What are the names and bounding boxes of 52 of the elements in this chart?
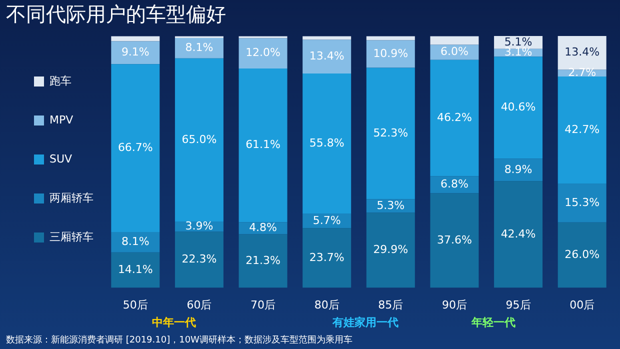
data-label: 5.7% <box>312 214 341 227</box>
data-label: 13.4% <box>309 49 344 62</box>
x-tick-label: 60后 <box>186 298 212 312</box>
data-label: 21.3% <box>246 254 281 267</box>
data-label: 37.6% <box>436 233 472 246</box>
data-label: 22.3% <box>182 252 217 266</box>
data-label: 46.2% <box>436 110 472 124</box>
x-tick-label: 70后 <box>250 298 276 312</box>
data-label: 5.3% <box>376 198 405 212</box>
chart-title: 不同代际用户的车型偏好 <box>6 2 226 26</box>
data-label: 40.6% <box>500 100 536 114</box>
data-label: 61.1% <box>246 138 281 152</box>
legend-label: 两厢轿车 <box>50 191 94 204</box>
data-label: 42.4% <box>500 227 536 240</box>
data-label: 55.8% <box>309 136 344 150</box>
text: 中年一代 <box>152 316 196 329</box>
legend-label: MPV <box>50 113 74 126</box>
data-label: 6.0% <box>440 45 468 58</box>
source-note: 数据来源：新能源消费者调研 [2019.10]，10W调研样本；数据涉及车型范围为乘用车 <box>6 334 352 346</box>
data-label: 4.8% <box>249 221 278 234</box>
data-label: 2.7% <box>568 66 596 79</box>
x-tick-label: 80后 <box>314 298 340 312</box>
text: 有娃家用一代 <box>332 316 399 329</box>
x-tick-label: 85后 <box>378 298 404 312</box>
data-label: 3.1% <box>504 46 532 59</box>
data-label: 8.1% <box>121 235 150 248</box>
x-tick-label: 00后 <box>570 298 595 312</box>
legend-label: 三厢轿车 <box>50 230 94 244</box>
data-label: 23.7% <box>309 250 344 264</box>
data-label: 6.8% <box>440 178 468 191</box>
data-label: 5.1% <box>504 35 532 48</box>
data-label: 14.1% <box>118 262 153 276</box>
data-label: 29.9% <box>373 243 408 256</box>
data-label: 10.9% <box>373 46 408 60</box>
legend-label: 跑车 <box>50 74 72 88</box>
data-label: 12.0% <box>246 46 281 60</box>
data-label: 8.1% <box>185 41 214 54</box>
data-label: 26.0% <box>564 248 600 261</box>
text: 年轻一代 <box>470 316 516 329</box>
data-label: 13.4% <box>564 46 600 59</box>
data-label: 42.7% <box>564 123 600 136</box>
data-label: 8.9% <box>504 162 532 176</box>
data-label: 66.7% <box>118 140 153 154</box>
data-label: 15.3% <box>564 196 600 210</box>
data-label: 65.0% <box>182 133 217 146</box>
data-label: 52.3% <box>373 126 408 140</box>
data-label: 3.9% <box>185 220 214 233</box>
x-tick-label: 90后 <box>442 298 467 312</box>
x-tick-label: 50后 <box>122 298 148 312</box>
legend-label: SUV <box>50 152 73 166</box>
x-tick-label: 95后 <box>506 298 531 312</box>
data-label: 9.1% <box>121 46 150 59</box>
